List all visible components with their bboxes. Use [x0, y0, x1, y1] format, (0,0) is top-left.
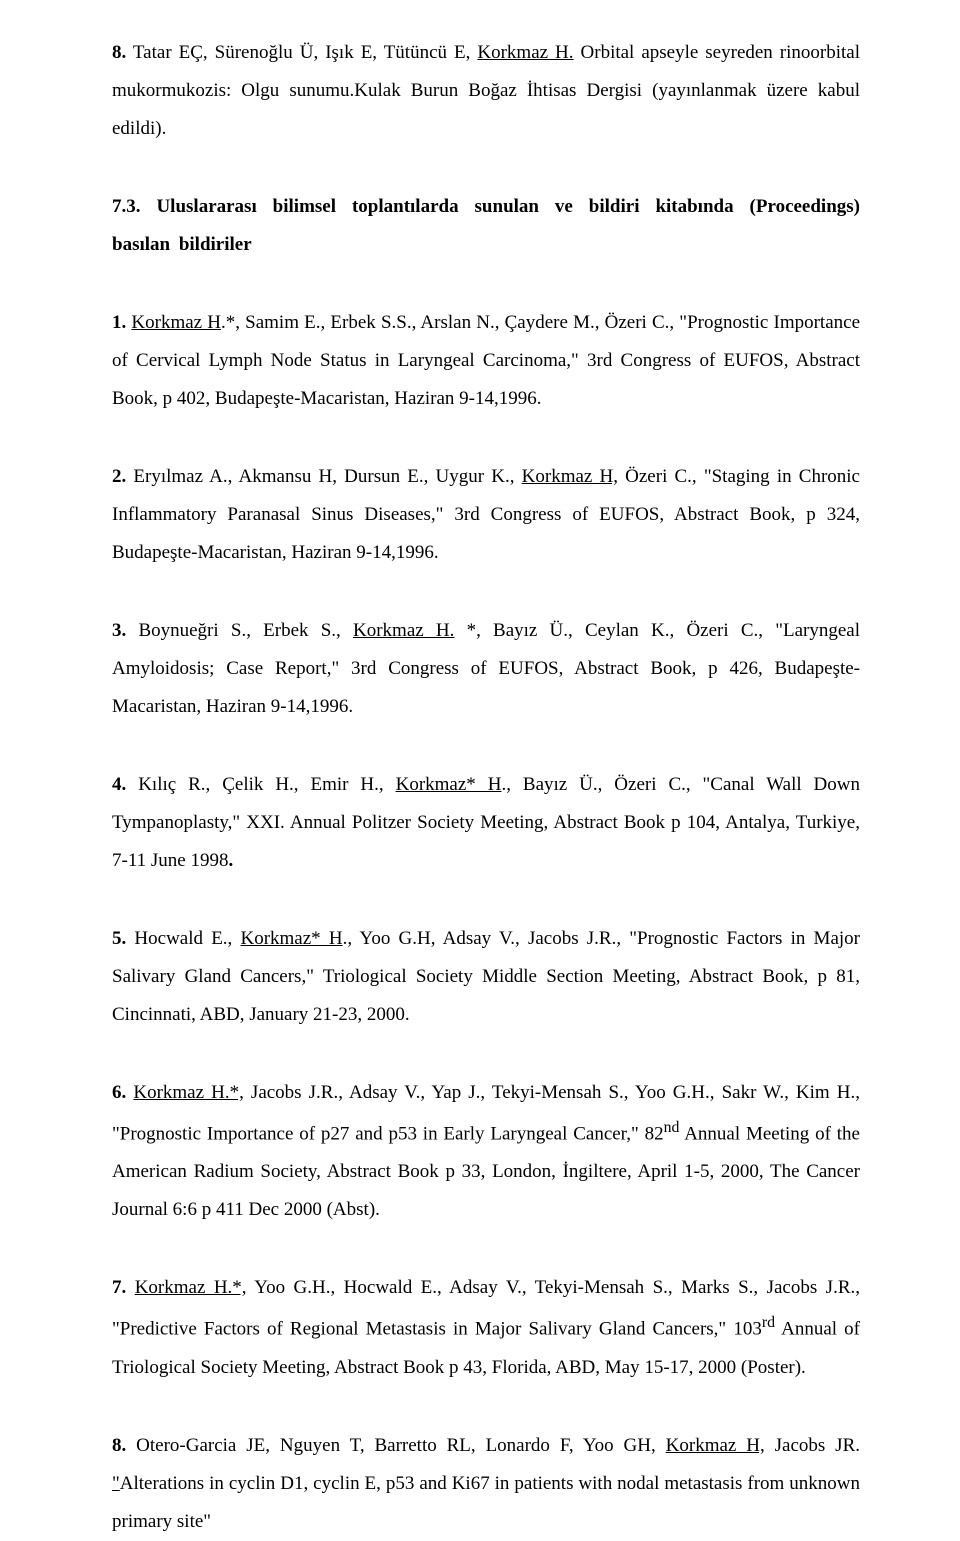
ref-text: Eryılmaz A., Akmansu H, Dursun E., Uygur… [126, 466, 521, 487]
ref-number: 8. [112, 1435, 126, 1456]
ref-superscript: rd [762, 1314, 775, 1331]
ref-number: 7. [112, 1277, 126, 1298]
conf-ref-7: 7. Korkmaz H.*, Yoo G.H., Hocwald E., Ad… [112, 1269, 860, 1386]
conf-ref-8: 8. Otero-Garcia JE, Nguyen T, Barretto R… [112, 1427, 860, 1541]
ref-author-underline: Korkmaz H, [666, 1435, 765, 1456]
conf-ref-3: 3. Boynueğri S., Erbek S., Korkmaz H. *,… [112, 612, 860, 726]
ref-number: 2. [112, 466, 126, 487]
ref-text: Boynueğri S., Erbek S., [126, 620, 353, 641]
reference-8-prev: 8. Tatar EÇ, Sürenoğlu Ü, Işık E, Tütünc… [112, 34, 860, 148]
ref-text: Hocwald E., [126, 928, 240, 949]
ref-number: 8. [112, 42, 126, 63]
ref-author-underline: Korkmaz H, [522, 466, 618, 487]
conf-ref-2: 2. Eryılmaz A., Akmansu H, Dursun E., Uy… [112, 458, 860, 572]
ref-text: Otero-Garcia JE, Nguyen T, Barretto RL, … [126, 1435, 665, 1456]
conf-ref-4: 4. Kılıç R., Çelik H., Emir H., Korkmaz*… [112, 766, 860, 880]
ref-author-underline: Korkmaz H.*, [135, 1277, 247, 1298]
ref-number: 3. [112, 620, 126, 641]
ref-author-underline: Korkmaz H. [353, 620, 454, 641]
ref-number: 5. [112, 928, 126, 949]
ref-text: Jacobs JR. [765, 1435, 860, 1456]
ref-superscript: nd [664, 1119, 680, 1136]
ref-bold-dot: . [228, 850, 233, 871]
ref-text [126, 1277, 134, 1298]
heading-number: 7.3. [112, 196, 141, 217]
ref-author-underline: Korkmaz H. [477, 42, 573, 63]
ref-author-underline: Korkmaz* H [396, 774, 502, 795]
ref-text: Kılıç R., Çelik H., Emir H., [126, 774, 395, 795]
ref-text: .*, Samim E., Erbek S.S., Arslan N., Çay… [112, 312, 860, 409]
ref-number: 1. [112, 312, 126, 333]
heading-text: Uluslararası bilimsel toplantılarda sunu… [112, 196, 860, 255]
ref-author-underline: Korkmaz H [131, 312, 221, 333]
ref-author-underline: Korkmaz H.*, [133, 1082, 244, 1103]
document-page: 8. Tatar EÇ, Sürenoğlu Ü, Işık E, Tütünc… [0, 0, 960, 1414]
ref-number: 4. [112, 774, 126, 795]
ref-number: 6. [112, 1082, 126, 1103]
ref-text: Alterations in cyclin D1, cyclin E, p53 … [112, 1473, 860, 1532]
section-heading-7-3: 7.3. Uluslararası bilimsel toplantılarda… [112, 188, 860, 264]
ref-author-underline: Korkmaz* H [240, 928, 342, 949]
ref-text: Tatar EÇ, Sürenoğlu Ü, Işık E, Tütüncü E… [126, 42, 477, 63]
ref-quote-underline: " [112, 1473, 120, 1494]
conf-ref-1: 1. Korkmaz H.*, Samim E., Erbek S.S., Ar… [112, 304, 860, 418]
conf-ref-6: 6. Korkmaz H.*, Jacobs J.R., Adsay V., Y… [112, 1074, 860, 1229]
conf-ref-5: 5. Hocwald E., Korkmaz* H., Yoo G.H, Ads… [112, 920, 860, 1034]
